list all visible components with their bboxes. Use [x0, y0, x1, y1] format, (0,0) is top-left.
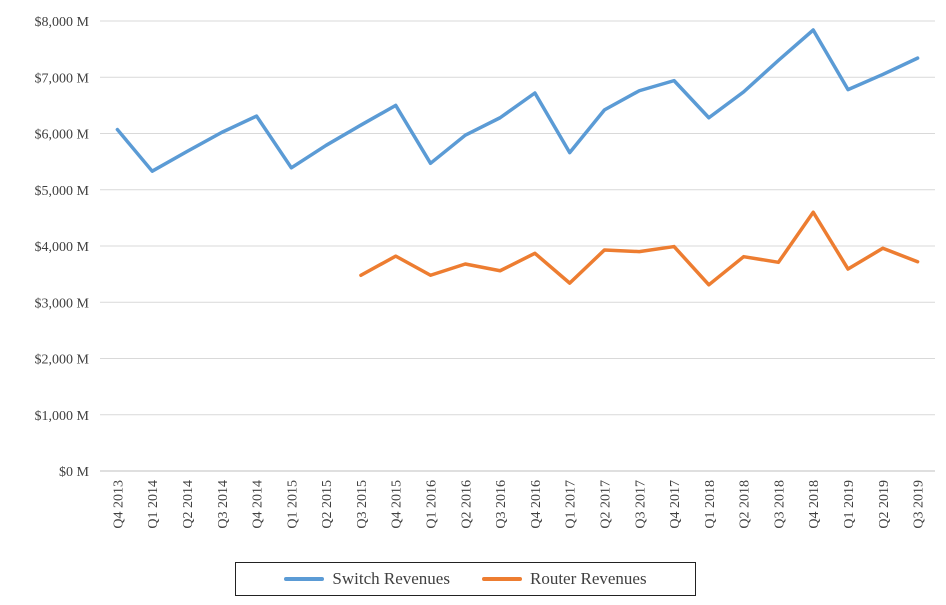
x-tick-label: Q3 2015 — [355, 480, 370, 529]
data-point-switch — [324, 144, 328, 147]
data-point-switch — [707, 116, 711, 119]
data-point-switch — [498, 116, 502, 119]
y-tick-label: $1,000 M — [35, 409, 90, 424]
x-tick-label: Q2 2014 — [181, 480, 196, 529]
data-point-router — [464, 262, 467, 266]
data-point-router — [498, 269, 502, 272]
data-point-router — [881, 247, 885, 250]
x-tick-label: Q3 2016 — [494, 480, 509, 529]
y-tick-label: $3,000 M — [35, 296, 90, 311]
series-line-router — [359, 210, 920, 287]
legend-swatch-router — [481, 577, 522, 581]
legend-label-switch: Switch Revenues — [332, 569, 450, 588]
x-tick-label: Q2 2019 — [877, 480, 892, 529]
x-tick-labels: Q4 2013 Q1 2014 Q2 2014 Q3 2014 Q4 2014 Q1 20… — [111, 480, 926, 529]
y-tick-label: $4,000 M — [35, 240, 90, 255]
x-tick-label: Q1 2017 — [564, 480, 579, 529]
chart-legend: Switch Revenues Router Revenues — [235, 562, 696, 596]
x-tick-label: Q1 2016 — [425, 480, 440, 529]
y-tick-label: $5,000 M — [35, 184, 90, 199]
data-point-switch — [742, 90, 745, 94]
series-lines — [115, 28, 920, 287]
data-point-router — [777, 261, 780, 264]
data-point-switch — [359, 123, 363, 127]
data-point-router — [533, 252, 537, 255]
data-point-switch — [290, 166, 293, 170]
x-tick-label: Q3 2014 — [216, 480, 231, 529]
x-tick-label: Q2 2015 — [320, 480, 335, 529]
x-tick-label: Q4 2015 — [390, 480, 405, 529]
data-point-switch — [394, 104, 397, 107]
y-tick-label: $7,000 M — [35, 71, 90, 86]
data-point-router — [916, 260, 919, 263]
series-line-switch — [115, 28, 920, 173]
x-tick-label: Q1 2015 — [285, 480, 300, 529]
data-point-switch — [150, 169, 154, 173]
x-tick-label: Q4 2014 — [251, 480, 266, 529]
legend-item-router: Router Revenues — [481, 569, 647, 589]
data-point-router — [638, 250, 641, 253]
data-point-switch — [672, 79, 676, 82]
data-point-switch — [116, 128, 119, 131]
x-tick-label: Q3 2017 — [633, 480, 648, 529]
x-tick-label: Q2 2018 — [738, 480, 753, 529]
data-point-switch — [638, 89, 641, 92]
y-tick-label: $8,000 M — [35, 15, 90, 30]
x-tick-label: Q1 2019 — [842, 480, 857, 529]
x-tick-label: Q4 2017 — [668, 480, 683, 529]
data-point-switch — [916, 56, 919, 60]
data-point-router — [812, 211, 815, 214]
data-point-switch — [603, 108, 606, 112]
data-point-router — [603, 248, 606, 252]
data-point-switch — [185, 150, 189, 153]
data-point-switch — [533, 91, 537, 95]
data-point-router — [846, 267, 850, 271]
data-point-switch — [255, 114, 258, 118]
data-point-router — [672, 245, 676, 248]
y-tick-labels: $0 M $1,000 M $2,000 M $3,000 M $4,000 M $5,0… — [35, 15, 90, 480]
legend-item-switch: Switch Revenues — [284, 569, 450, 589]
legend-label-router: Router Revenues — [529, 569, 647, 588]
data-point-router — [359, 274, 363, 277]
data-point-switch — [568, 151, 571, 154]
data-point-router — [429, 274, 432, 277]
x-tick-label: Q3 2019 — [912, 480, 927, 529]
legend-swatch-switch — [284, 577, 325, 581]
y-tick-label: $6,000 M — [35, 128, 90, 143]
x-tick-label: Q4 2018 — [807, 480, 822, 529]
y-tick-label: $2,000 M — [35, 353, 90, 368]
data-point-router — [394, 254, 397, 258]
gridlines — [100, 20, 935, 416]
data-point-switch — [846, 88, 850, 91]
data-point-switch — [220, 131, 223, 134]
x-tick-label: Q2 2017 — [598, 480, 613, 529]
data-point-switch — [881, 73, 885, 76]
data-point-switch — [464, 133, 467, 137]
x-tick-label: Q2 2016 — [459, 480, 474, 529]
x-tick-label: Q4 2013 — [111, 480, 126, 529]
data-point-switch — [777, 59, 780, 62]
data-point-router — [707, 283, 711, 287]
data-point-switch — [812, 28, 815, 32]
y-tick-label: $0 M — [59, 465, 90, 480]
x-tick-label: Q1 2018 — [703, 480, 718, 529]
data-point-router — [568, 281, 571, 285]
data-point-router — [742, 255, 745, 258]
data-point-switch — [429, 162, 432, 165]
x-tick-label: Q3 2018 — [772, 480, 787, 529]
x-tick-label: Q4 2016 — [529, 480, 544, 529]
x-tick-label: Q1 2014 — [146, 480, 161, 529]
